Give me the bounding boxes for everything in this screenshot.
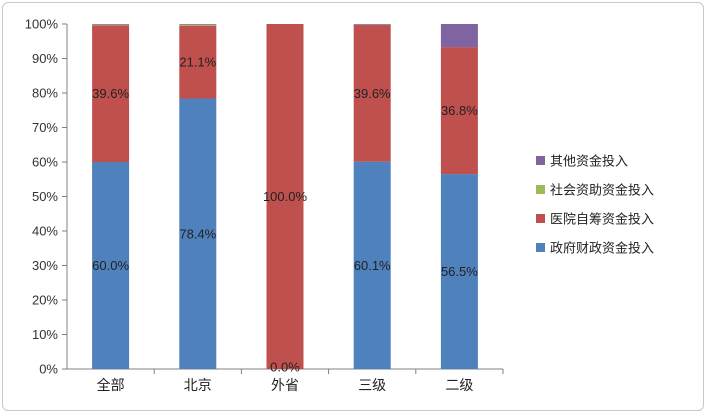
bar-segment [179,98,217,370]
data-label: 39.6% [354,86,391,101]
legend-label: 社会资助资金投入 [550,183,654,198]
bar-segment [92,24,130,25]
x-category-label: 北京 [184,377,212,393]
data-label: 60.0% [92,258,129,273]
bar-segment [179,25,217,99]
legend-swatch [536,214,545,223]
bar-segment [92,24,130,26]
bar-segment [440,174,478,369]
bar-segment [179,24,217,25]
bar-segment [92,162,130,369]
legend-label: 医院自筹资金投入 [550,212,654,227]
y-tick-label: 40% [32,224,58,239]
data-label: 36.8% [441,103,478,118]
bar-segment [353,24,391,25]
legend-swatch [536,156,545,165]
data-label: 39.6% [92,86,129,101]
y-tick-label: 70% [32,120,58,135]
y-tick-label: 20% [32,293,58,308]
legend-label: 政府财政资金投入 [550,241,654,256]
y-tick-label: 0% [39,362,58,377]
bar-segment [353,161,391,369]
y-tick-label: 90% [32,51,58,66]
x-category-label: 三级 [358,377,386,393]
x-category-label: 外省 [271,377,299,393]
bar-segment [92,25,130,162]
data-label: 0.0% [270,360,300,375]
legend-swatch [536,185,545,194]
bar-segment [179,24,217,26]
data-label: 21.1% [179,55,216,70]
y-tick-label: 50% [32,189,58,204]
legend-swatch [536,243,545,252]
bar-segment [440,24,478,48]
y-tick-label: 30% [32,258,58,273]
data-label: 56.5% [441,264,478,279]
bar-segment [440,47,478,175]
y-tick-label: 60% [32,155,58,170]
data-label: 100.0% [263,189,308,204]
y-tick-label: 80% [32,86,58,101]
legend-label: 其他资金投入 [550,154,628,169]
y-tick-label: 10% [32,327,58,342]
bar-segment [266,24,304,369]
y-tick-label: 100% [25,17,59,32]
bar-segment [353,25,391,162]
data-label: 60.1% [354,258,391,273]
x-category-label: 二级 [445,377,473,393]
x-category-label: 全部 [97,377,125,393]
data-label: 78.4% [179,226,216,241]
